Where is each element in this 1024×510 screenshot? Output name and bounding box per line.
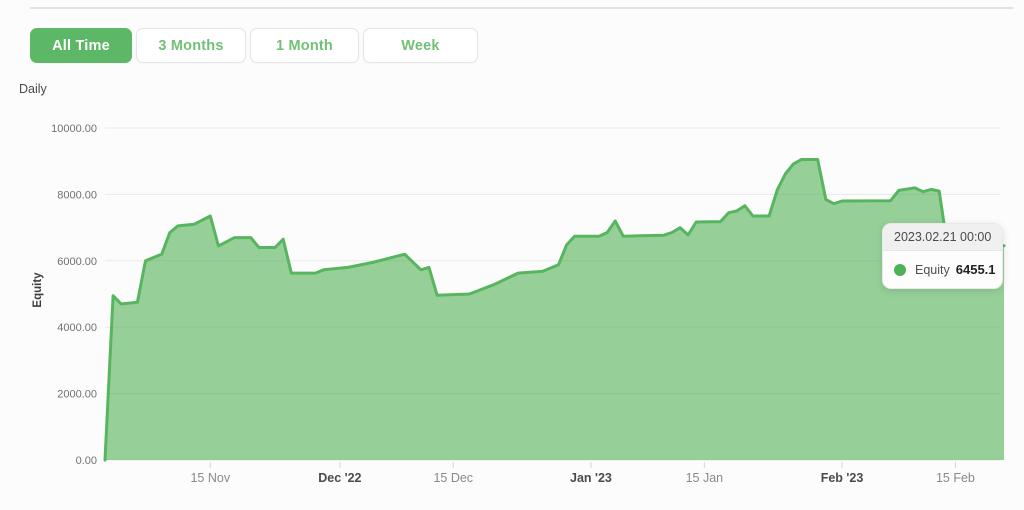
svg-text:2000.00: 2000.00 [57,389,97,401]
svg-text:15 Nov: 15 Nov [190,471,230,485]
tooltip-date: 2023.02.21 00:00 [883,224,1002,251]
tooltip-series-label: Equity [915,262,950,277]
time-range-toolbar: All Time 3 Months 1 Month Week [30,28,478,63]
tooltip-value: 6455.1 [955,262,996,277]
svg-text:10000.00: 10000.00 [51,123,97,135]
svg-text:15 Jan: 15 Jan [686,471,724,485]
three-months-button[interactable]: 3 Months [136,28,246,63]
top-divider [30,7,1013,9]
svg-text:4000.00: 4000.00 [57,322,97,334]
week-button[interactable]: Week [363,28,478,63]
svg-text:6000.00: 6000.00 [57,256,97,268]
tooltip-body: Equity 6455.1 [883,251,1002,288]
svg-text:8000.00: 8000.00 [57,189,97,201]
svg-text:0.00: 0.00 [76,455,97,467]
y-axis-title: Equity [32,272,44,308]
all-time-button[interactable]: All Time [30,28,132,63]
chart-tooltip: 2023.02.21 00:00 Equity 6455.1 [882,223,1003,289]
svg-text:Jan '23: Jan '23 [570,471,612,485]
svg-text:Dec '22: Dec '22 [318,471,361,485]
svg-text:15 Feb: 15 Feb [936,471,975,485]
one-month-button[interactable]: 1 Month [250,28,359,63]
period-label: Daily [19,82,47,96]
series-marker-dot [894,263,906,276]
svg-text:Feb '23: Feb '23 [821,471,864,485]
svg-text:15 Dec: 15 Dec [433,471,473,485]
